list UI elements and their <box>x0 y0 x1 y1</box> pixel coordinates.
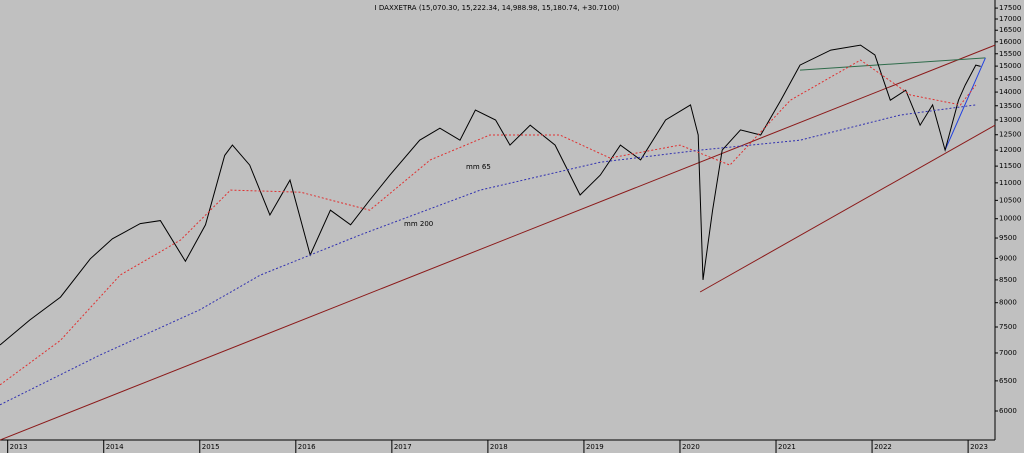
x-tick-label: 2016 <box>298 443 316 451</box>
y-tick-label: 16500 <box>999 26 1021 34</box>
x-tick-label: 2018 <box>490 443 508 451</box>
y-tick-label: 13500 <box>999 102 1021 110</box>
x-tick-label: 2022 <box>874 443 892 451</box>
y-tick-label: 7500 <box>999 323 1017 331</box>
y-tick-label: 14500 <box>999 75 1021 83</box>
trend-line <box>0 44 996 441</box>
y-tick-label: 14000 <box>999 88 1021 96</box>
y-tick-label: 7000 <box>999 349 1017 357</box>
y-tick-label: 8500 <box>999 276 1017 284</box>
y-tick-label: 9000 <box>999 254 1017 262</box>
y-tick-label: 12500 <box>999 131 1021 139</box>
series-label: mm 200 <box>404 220 433 228</box>
x-tick-label: 2019 <box>586 443 604 451</box>
price-line <box>0 44 981 346</box>
x-tick-label: 2020 <box>682 443 700 451</box>
chart-title: I DAXXETRA (15,070.30, 15,222.34, 14,988… <box>375 4 620 12</box>
moving-average-line <box>0 104 976 406</box>
y-tick-label: 17000 <box>999 15 1021 23</box>
trend-line <box>699 124 996 293</box>
y-tick-label: 12000 <box>999 146 1021 154</box>
trend-line <box>944 57 986 151</box>
x-tick-label: 2017 <box>394 443 412 451</box>
series-label: mm 65 <box>466 163 491 171</box>
y-tick-label: 13000 <box>999 116 1021 124</box>
x-tick-label: 2014 <box>106 443 124 451</box>
y-tick-label: 9500 <box>999 234 1017 242</box>
y-tick-label: 17500 <box>999 4 1021 12</box>
trend-line <box>799 57 986 71</box>
y-tick-label: 15500 <box>999 50 1021 58</box>
y-tick-label: 11500 <box>999 162 1021 170</box>
plot-area <box>0 0 995 440</box>
moving-average-line <box>0 59 977 386</box>
y-tick-label: 15000 <box>999 62 1021 70</box>
x-tick-label: 2015 <box>202 443 220 451</box>
y-tick-label: 11000 <box>999 179 1021 187</box>
x-tick-label: 2021 <box>778 443 796 451</box>
y-tick-label: 16000 <box>999 38 1021 46</box>
y-tick-label: 6500 <box>999 377 1017 385</box>
x-tick-label: 2013 <box>10 443 28 451</box>
y-tick-label: 10000 <box>999 215 1021 223</box>
y-tick-label: 6000 <box>999 407 1017 415</box>
y-tick-label: 8000 <box>999 299 1017 307</box>
x-tick-label: 2023 <box>970 443 988 451</box>
y-tick-label: 10500 <box>999 196 1021 204</box>
